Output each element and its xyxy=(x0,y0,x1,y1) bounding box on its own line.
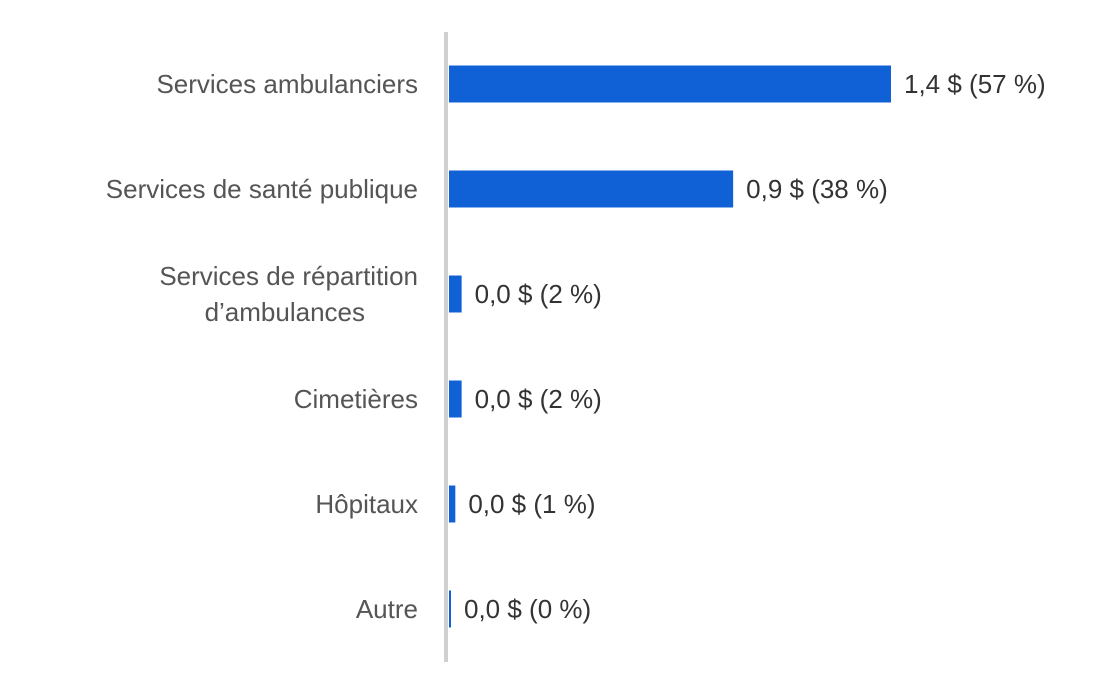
value-label-1: 0,9 $ (38 %) xyxy=(746,174,888,204)
value-label-0: 1,4 $ (57 %) xyxy=(904,69,1046,99)
value-label-3: 0,0 $ (2 %) xyxy=(475,384,602,414)
category-label-4: Hôpitaux xyxy=(315,489,418,519)
value-label-5: 0,0 $ (0 %) xyxy=(464,594,591,624)
category-label-2: Services de répartition d’ambulances xyxy=(159,261,418,327)
bar-3 xyxy=(449,380,462,418)
category-label-0: Services ambulanciers xyxy=(156,69,418,99)
bar-0 xyxy=(449,65,891,103)
value-label-4: 0,0 $ (1 %) xyxy=(468,489,595,519)
category-label-3: Cimetières xyxy=(294,384,418,414)
category-label-1: Services de santé publique xyxy=(106,174,418,204)
value-label-2: 0,0 $ (2 %) xyxy=(475,279,602,309)
bar-2 xyxy=(449,275,462,313)
bar-1 xyxy=(449,170,734,208)
category-label-5: Autre xyxy=(356,594,418,624)
bars-group: Services ambulanciers 1,4 $ (57 %) Service… xyxy=(106,65,1046,628)
bar-4 xyxy=(449,485,456,523)
bar-5 xyxy=(449,590,451,628)
